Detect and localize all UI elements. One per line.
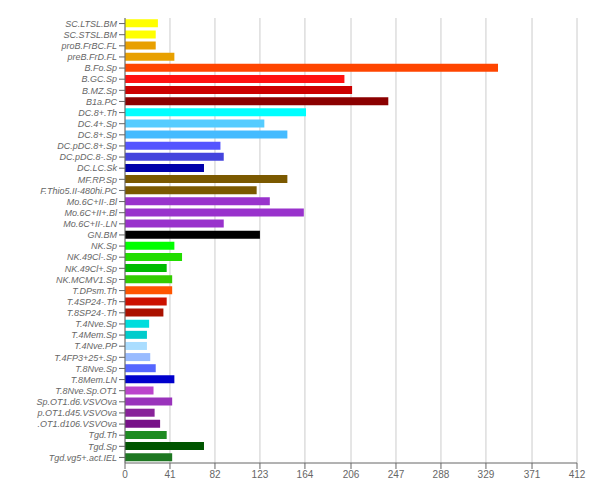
svg-text:DC.pDC.8+.Sp: DC.pDC.8+.Sp [57, 141, 117, 151]
svg-text:T.4Mem.Sp: T.4Mem.Sp [71, 330, 117, 340]
svg-text:NK.49Cl-.Sp: NK.49Cl-.Sp [67, 252, 117, 262]
svg-text:T.8Mem.LN: T.8Mem.LN [71, 375, 118, 385]
svg-text:T.8SP24-.Th: T.8SP24-.Th [67, 308, 117, 318]
svg-text:F.Thio5.II-480hi.PC: F.Thio5.II-480hi.PC [40, 186, 117, 196]
svg-text:Tgd.Th: Tgd.Th [88, 430, 117, 440]
svg-text:SC.LTSL.BM: SC.LTSL.BM [65, 19, 117, 29]
svg-text:Sp.OT1.d6.VSVOva: Sp.OT1.d6.VSVOva [36, 397, 117, 407]
svg-text:T.4Nve.Sp: T.4Nve.Sp [75, 319, 117, 329]
svg-text:SC.STSL.BM: SC.STSL.BM [63, 30, 117, 40]
svg-text:GN.BM: GN.BM [87, 230, 117, 240]
svg-text:T.8Nve.Sp: T.8Nve.Sp [75, 364, 117, 374]
svg-text:DC.8+.Th: DC.8+.Th [78, 108, 117, 118]
svg-text:41: 41 [164, 469, 176, 480]
svg-text:412: 412 [569, 469, 586, 480]
svg-text:B.Fo.Sp: B.Fo.Sp [84, 63, 117, 73]
svg-text:0: 0 [122, 469, 128, 480]
svg-text:p.OT1.d45.VSVOva: p.OT1.d45.VSVOva [36, 408, 117, 418]
svg-text:MF.RP.Sp: MF.RP.Sp [78, 175, 117, 185]
svg-text:DC.LC.Sk: DC.LC.Sk [77, 163, 118, 173]
svg-text:NK.Sp: NK.Sp [91, 241, 117, 251]
svg-text:NK.MCMV1.Sp: NK.MCMV1.Sp [56, 275, 117, 285]
svg-text:247: 247 [388, 469, 405, 480]
svg-text:NK.49Cl+.Sp: NK.49Cl+.Sp [65, 264, 117, 274]
svg-text:.OT1.d106.VSVOva: .OT1.d106.VSVOva [37, 419, 117, 429]
svg-text:Mo.6C+II-.LN: Mo.6C+II-.LN [63, 219, 117, 229]
svg-text:DC.4+.Sp: DC.4+.Sp [78, 119, 117, 129]
svg-text:B.GC.Sp: B.GC.Sp [81, 74, 117, 84]
svg-text:371: 371 [524, 469, 541, 480]
svg-text:Mo.6C+II-.Bl: Mo.6C+II-.Bl [67, 197, 118, 207]
svg-text:T.DPsm.Th: T.DPsm.Th [72, 286, 117, 296]
svg-text:329: 329 [478, 469, 495, 480]
svg-text:T.4FP3+25+.Sp: T.4FP3+25+.Sp [54, 353, 117, 363]
svg-text:288: 288 [433, 469, 450, 480]
svg-text:DC.8+.Sp: DC.8+.Sp [78, 130, 117, 140]
svg-text:123: 123 [252, 469, 269, 480]
svg-text:T.4Nve.PP: T.4Nve.PP [74, 341, 117, 351]
svg-text:B.MZ.Sp: B.MZ.Sp [82, 86, 117, 96]
svg-text:Tgd.Sp: Tgd.Sp [88, 442, 117, 452]
svg-text:Tgd.vg5+.act.IEL: Tgd.vg5+.act.IEL [49, 453, 117, 463]
svg-text:B1a.PC: B1a.PC [86, 97, 118, 107]
svg-text:T.8Nve.Sp.OT1: T.8Nve.Sp.OT1 [55, 386, 117, 396]
svg-text:206: 206 [343, 469, 360, 480]
svg-text:82: 82 [209, 469, 221, 480]
svg-text:proB.FrBC.FL: proB.FrBC.FL [60, 41, 117, 51]
svg-text:Mo.6C+II+.Bl: Mo.6C+II+.Bl [64, 208, 118, 218]
svg-text:164: 164 [297, 469, 314, 480]
svg-text:T.4SP24-.Th: T.4SP24-.Th [67, 297, 117, 307]
svg-text:preB.FrD.FL: preB.FrD.FL [66, 52, 117, 62]
svg-text:DC.pDC.8-.Sp: DC.pDC.8-.Sp [59, 152, 117, 162]
